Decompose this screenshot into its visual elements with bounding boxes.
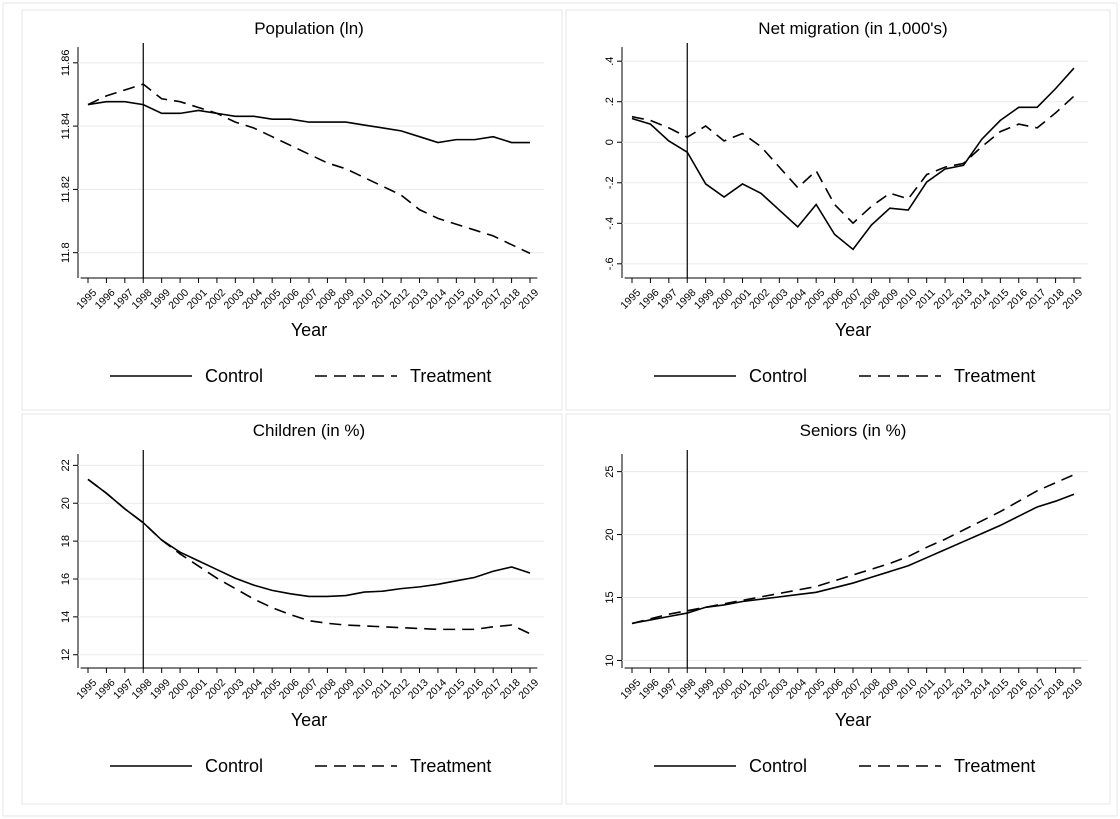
x-axis-title: Year: [291, 320, 327, 340]
data-line: [631, 493, 1075, 625]
data-line: [87, 83, 531, 255]
panel-frame: [21, 9, 563, 411]
y-tick-label: 10: [604, 654, 616, 666]
legend-label: Treatment: [410, 366, 491, 386]
panel: Seniors (in %)10152025199519961997199819…: [565, 413, 1111, 805]
y-tick-label: -.4: [604, 217, 616, 230]
x-axis-title: Year: [291, 710, 327, 730]
y-tick-label: -.6: [604, 257, 616, 270]
legend-label: Control: [205, 366, 263, 386]
data-line: [631, 95, 1075, 225]
y-tick-label: 22: [60, 459, 72, 471]
panel-title: Children (in %): [253, 421, 365, 440]
y-tick-label: -.2: [604, 176, 616, 189]
y-tick-label: 20: [60, 497, 72, 509]
panel: Net migration (in 1,000's) -.6 -.4 -.2 0 .2 .4…: [565, 9, 1111, 411]
data-line: [87, 478, 531, 635]
panel-title: Population (ln): [254, 19, 364, 38]
panel: Children (in %)1214161820221995199619971…: [21, 413, 563, 805]
y-tick-label: .4: [604, 57, 616, 66]
legend-label: Treatment: [410, 756, 491, 776]
panel-frame: [21, 413, 563, 805]
y-tick-label: 11.84: [60, 113, 72, 140]
panel-title: Net migration (in 1,000's): [758, 19, 947, 38]
data-line: [87, 100, 530, 144]
panel: Population (ln)11.811.8211.8411.86199519…: [21, 9, 563, 411]
y-tick-label: 20: [604, 528, 616, 540]
x-axis-title: Year: [835, 320, 871, 340]
data-line: [631, 67, 1075, 251]
y-tick-label: 16: [60, 573, 72, 585]
legend-label: Treatment: [954, 756, 1035, 776]
y-tick-label: 11.82: [60, 176, 72, 203]
y-tick-label: 11.86: [60, 49, 72, 76]
panel-title: Seniors (in %): [800, 421, 907, 440]
legend-label: Treatment: [954, 366, 1035, 386]
data-line: [631, 473, 1075, 625]
legend-label: Control: [205, 756, 263, 776]
y-tick-label: 11.8: [60, 242, 72, 263]
y-tick-label: 25: [604, 465, 616, 477]
y-tick-label: 18: [60, 535, 72, 547]
panel-frame: [565, 413, 1111, 805]
y-tick-label: 0: [604, 139, 616, 145]
y-tick-label: .2: [604, 97, 616, 106]
y-tick-label: 12: [60, 649, 72, 661]
legend-label: Control: [749, 366, 807, 386]
y-tick-label: 15: [604, 591, 616, 603]
panel-frame: [565, 9, 1111, 411]
y-tick-label: 14: [60, 611, 72, 623]
x-axis-title: Year: [835, 710, 871, 730]
legend-label: Control: [749, 756, 807, 776]
